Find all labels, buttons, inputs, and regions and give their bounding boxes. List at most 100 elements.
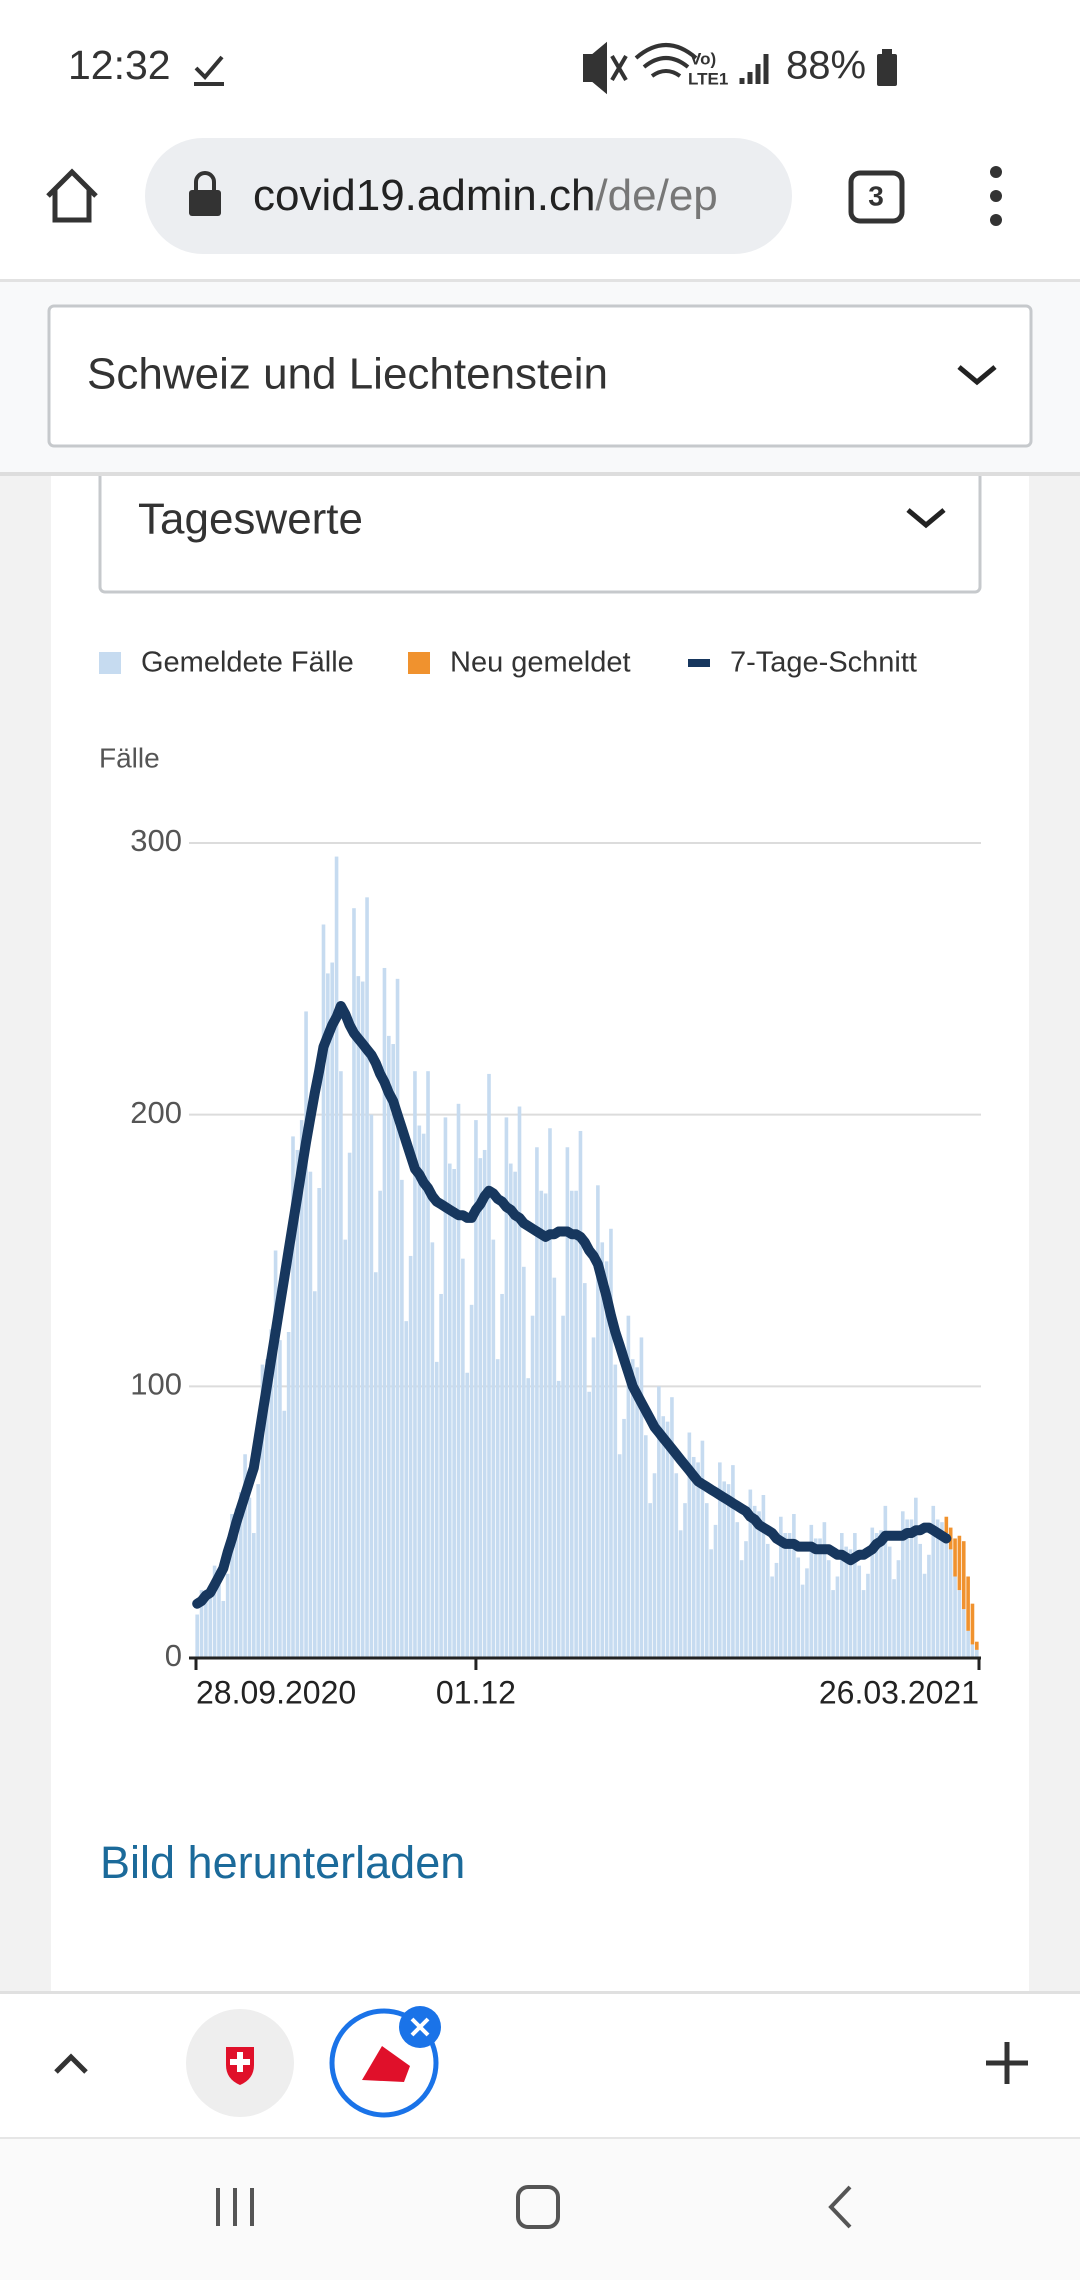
bar [360, 981, 365, 1658]
menu-dot[interactable] [990, 190, 1002, 202]
bar [953, 1576, 957, 1658]
bar [900, 1511, 905, 1658]
bar [635, 1367, 639, 1658]
y-tick-label: 200 [130, 1095, 182, 1130]
bar [339, 1071, 343, 1658]
bar [783, 1533, 787, 1658]
bar [443, 1117, 448, 1658]
url-pill[interactable] [145, 138, 792, 254]
bar [221, 1600, 226, 1658]
region-select[interactable] [47, 304, 1033, 448]
bar [417, 1125, 422, 1658]
bar [918, 1543, 923, 1658]
bar [853, 1533, 857, 1658]
bar [491, 1239, 496, 1658]
menu-dot[interactable] [990, 166, 1002, 178]
bar [966, 1630, 970, 1658]
bar [643, 1435, 648, 1658]
bar [857, 1565, 862, 1658]
url-path: /de/ep [595, 171, 717, 220]
bar [818, 1538, 822, 1658]
bar [704, 1503, 709, 1658]
nav-recents[interactable] [216, 2188, 254, 2226]
bar [373, 1272, 378, 1658]
bar [404, 1321, 409, 1658]
bar [944, 1516, 949, 1534]
bar [487, 1073, 491, 1658]
lte-icon: Vo) [690, 49, 716, 68]
url-host: covid19.admin.ch [253, 171, 595, 220]
url-text[interactable]: covid19.admin.ch/de/ep [253, 171, 718, 220]
bar [212, 1565, 217, 1658]
bar [887, 1546, 892, 1658]
bar [809, 1524, 814, 1658]
tab-icon [362, 2046, 410, 2082]
bar [879, 1530, 883, 1658]
bar [295, 1149, 300, 1658]
bar [500, 1293, 504, 1658]
signal-icon [739, 54, 769, 84]
bar [922, 1573, 927, 1658]
bar [739, 1560, 744, 1658]
bar [975, 1641, 979, 1650]
bar [831, 1590, 835, 1658]
download-link[interactable]: Bild herunterladen [100, 1837, 465, 1888]
bar [469, 1304, 474, 1658]
bar [713, 1524, 718, 1658]
bar [478, 1158, 483, 1658]
bar [334, 856, 339, 1658]
bar [639, 1337, 644, 1658]
bar [591, 1337, 596, 1658]
bar [652, 1473, 657, 1658]
bar [630, 1359, 635, 1658]
bar [861, 1590, 866, 1658]
legend-label: Gemeldete Fälle [141, 647, 354, 679]
bar [352, 908, 356, 1658]
tab-switcher[interactable] [848, 170, 905, 224]
bar [700, 1440, 705, 1658]
bar [848, 1549, 853, 1658]
bar [683, 1503, 687, 1658]
home-button[interactable] [46, 168, 98, 223]
bar [826, 1560, 831, 1658]
bar [892, 1579, 896, 1658]
bar [569, 1190, 574, 1658]
bar [474, 1120, 478, 1658]
menu-dot[interactable] [990, 214, 1002, 226]
status-time: 12:32 [68, 42, 171, 88]
chart: Fälle 0 100 200 300 28.09.2020 01.12 26.03.202… [99, 647, 981, 1710]
bar [230, 1514, 234, 1658]
bar [813, 1538, 818, 1658]
legend-swatch [99, 652, 121, 674]
bar [199, 1590, 204, 1658]
bar [613, 1364, 618, 1658]
bar [434, 1361, 439, 1658]
bar [530, 1315, 535, 1658]
period-chevron [906, 508, 946, 529]
bar [905, 1519, 909, 1658]
tab-bar-border [0, 1991, 1080, 1994]
nav-home[interactable] [516, 2185, 560, 2229]
bar [504, 1117, 509, 1658]
y-axis-label: Fälle [99, 742, 160, 773]
new-tab[interactable] [986, 2042, 1028, 2084]
tab-bar-expand[interactable] [54, 2053, 88, 2074]
bar [970, 1644, 975, 1658]
bar [465, 1372, 470, 1658]
bar [517, 1106, 522, 1658]
bar [779, 1516, 783, 1658]
lte-icon-2: LTE1 [688, 69, 728, 88]
bar [217, 1584, 221, 1658]
nav-back[interactable] [828, 2185, 852, 2229]
bar [961, 1541, 966, 1610]
bar [513, 1171, 517, 1658]
bar [365, 897, 369, 1658]
tab-bar [0, 1991, 1080, 2137]
bar [626, 1315, 631, 1658]
bar [670, 1397, 674, 1658]
bar [935, 1519, 940, 1658]
bar [870, 1527, 875, 1658]
bar [243, 1454, 247, 1658]
